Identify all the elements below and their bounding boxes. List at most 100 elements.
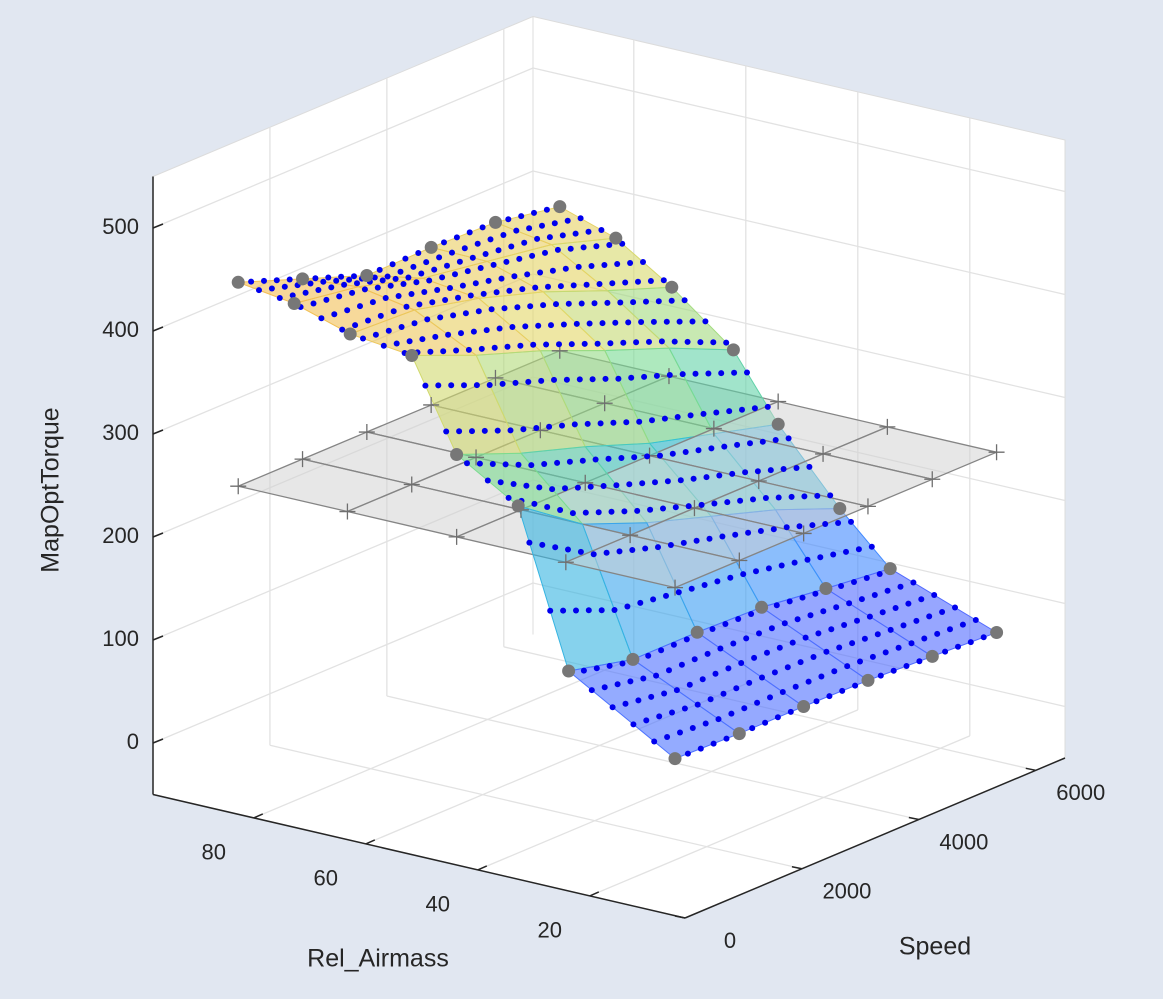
interp-dot — [892, 605, 899, 611]
interp-dot — [365, 317, 371, 324]
grid-line — [532, 67, 1066, 193]
data-point — [231, 275, 245, 289]
interp-dot — [921, 635, 928, 642]
interp-dot — [765, 565, 772, 572]
interp-dot — [890, 667, 897, 674]
plane-marker — [859, 498, 876, 515]
interp-dot — [328, 284, 335, 291]
interp-dot — [376, 266, 383, 273]
interp-dot — [700, 410, 707, 417]
interp-dot — [557, 507, 564, 513]
interp-dot — [740, 571, 747, 578]
interp-dot — [443, 428, 450, 435]
interp-dot — [746, 679, 753, 686]
interp-dot — [685, 503, 692, 510]
interp-dot — [745, 529, 752, 536]
data-point — [690, 625, 704, 639]
interp-dot — [519, 286, 526, 293]
interp-dot — [508, 243, 515, 250]
interp-dot — [553, 301, 559, 308]
data-point — [553, 200, 567, 214]
x-axis-line — [152, 793, 686, 919]
data-point — [511, 499, 525, 513]
interp-dot — [505, 494, 512, 501]
interp-dot — [647, 278, 654, 284]
interp-dot — [895, 644, 902, 651]
interp-dot — [650, 596, 657, 603]
data-point — [360, 269, 374, 282]
interp-dot — [551, 376, 557, 383]
interp-dot — [779, 689, 786, 695]
interp-dot — [884, 587, 891, 594]
interp-dot — [379, 277, 386, 284]
interp-dot — [643, 717, 650, 724]
interp-dot — [640, 259, 646, 265]
interp-dot — [636, 418, 643, 425]
plane-marker — [448, 528, 465, 545]
interp-dot — [833, 604, 840, 611]
interp-dot — [594, 340, 601, 347]
interp-dot — [434, 287, 441, 293]
interp-dot — [714, 578, 721, 585]
interp-dot — [693, 537, 700, 544]
interp-dot — [658, 647, 665, 654]
interp-dot — [786, 598, 793, 605]
interp-dot — [759, 438, 766, 445]
interp-dot — [310, 300, 317, 307]
interp-dot — [900, 622, 907, 629]
y-tick-label: 4000 — [939, 829, 988, 854]
interp-dot — [831, 668, 838, 675]
interp-dot — [707, 696, 714, 703]
interp-dot — [664, 478, 671, 485]
interp-dot — [544, 504, 551, 510]
interp-dot — [681, 705, 688, 712]
interp-dot — [686, 681, 693, 688]
interp-dot — [529, 252, 536, 259]
interp-dot — [585, 607, 592, 614]
interp-dot — [858, 596, 865, 603]
interp-dot — [583, 281, 590, 288]
plane-marker — [924, 471, 941, 488]
interp-dot — [591, 300, 598, 307]
interp-dot — [916, 658, 923, 665]
interp-dot — [435, 382, 442, 389]
y-axis-line — [684, 757, 1066, 919]
interp-dot — [424, 316, 431, 323]
interp-dot — [447, 285, 453, 291]
interp-dot — [590, 551, 597, 558]
interp-dot — [580, 667, 587, 674]
interp-dot — [320, 278, 327, 285]
interp-dot — [664, 734, 671, 740]
interp-dot — [405, 274, 412, 281]
interp-dot — [466, 229, 473, 236]
interp-dot — [496, 325, 503, 332]
interp-dot — [793, 465, 800, 471]
interp-dot — [680, 539, 687, 546]
x-tick-label: 40 — [426, 892, 450, 917]
interp-dot — [797, 659, 804, 666]
interp-dot — [715, 716, 722, 723]
interp-dot — [514, 304, 521, 311]
interp-dot — [415, 250, 422, 256]
interp-dot — [554, 459, 561, 466]
interp-dot — [863, 575, 870, 581]
interp-dot — [633, 339, 640, 346]
interp-dot — [325, 274, 332, 281]
interp-dot — [380, 342, 387, 349]
z-tick-label: 300 — [102, 420, 139, 445]
grid-line — [152, 170, 534, 332]
interp-dot — [502, 461, 509, 468]
interp-dot — [836, 644, 843, 651]
interp-dot — [461, 382, 467, 389]
interp-dot — [513, 227, 520, 234]
interp-dot — [538, 377, 545, 384]
interp-dot — [532, 284, 539, 291]
interp-dot — [732, 531, 739, 538]
interp-dot — [403, 303, 410, 310]
interp-dot — [400, 281, 407, 287]
z-tick-label: 100 — [102, 626, 139, 651]
interp-dot — [535, 322, 542, 329]
interp-dot — [655, 544, 661, 551]
interp-dot — [459, 282, 466, 289]
interp-dot — [452, 271, 458, 278]
